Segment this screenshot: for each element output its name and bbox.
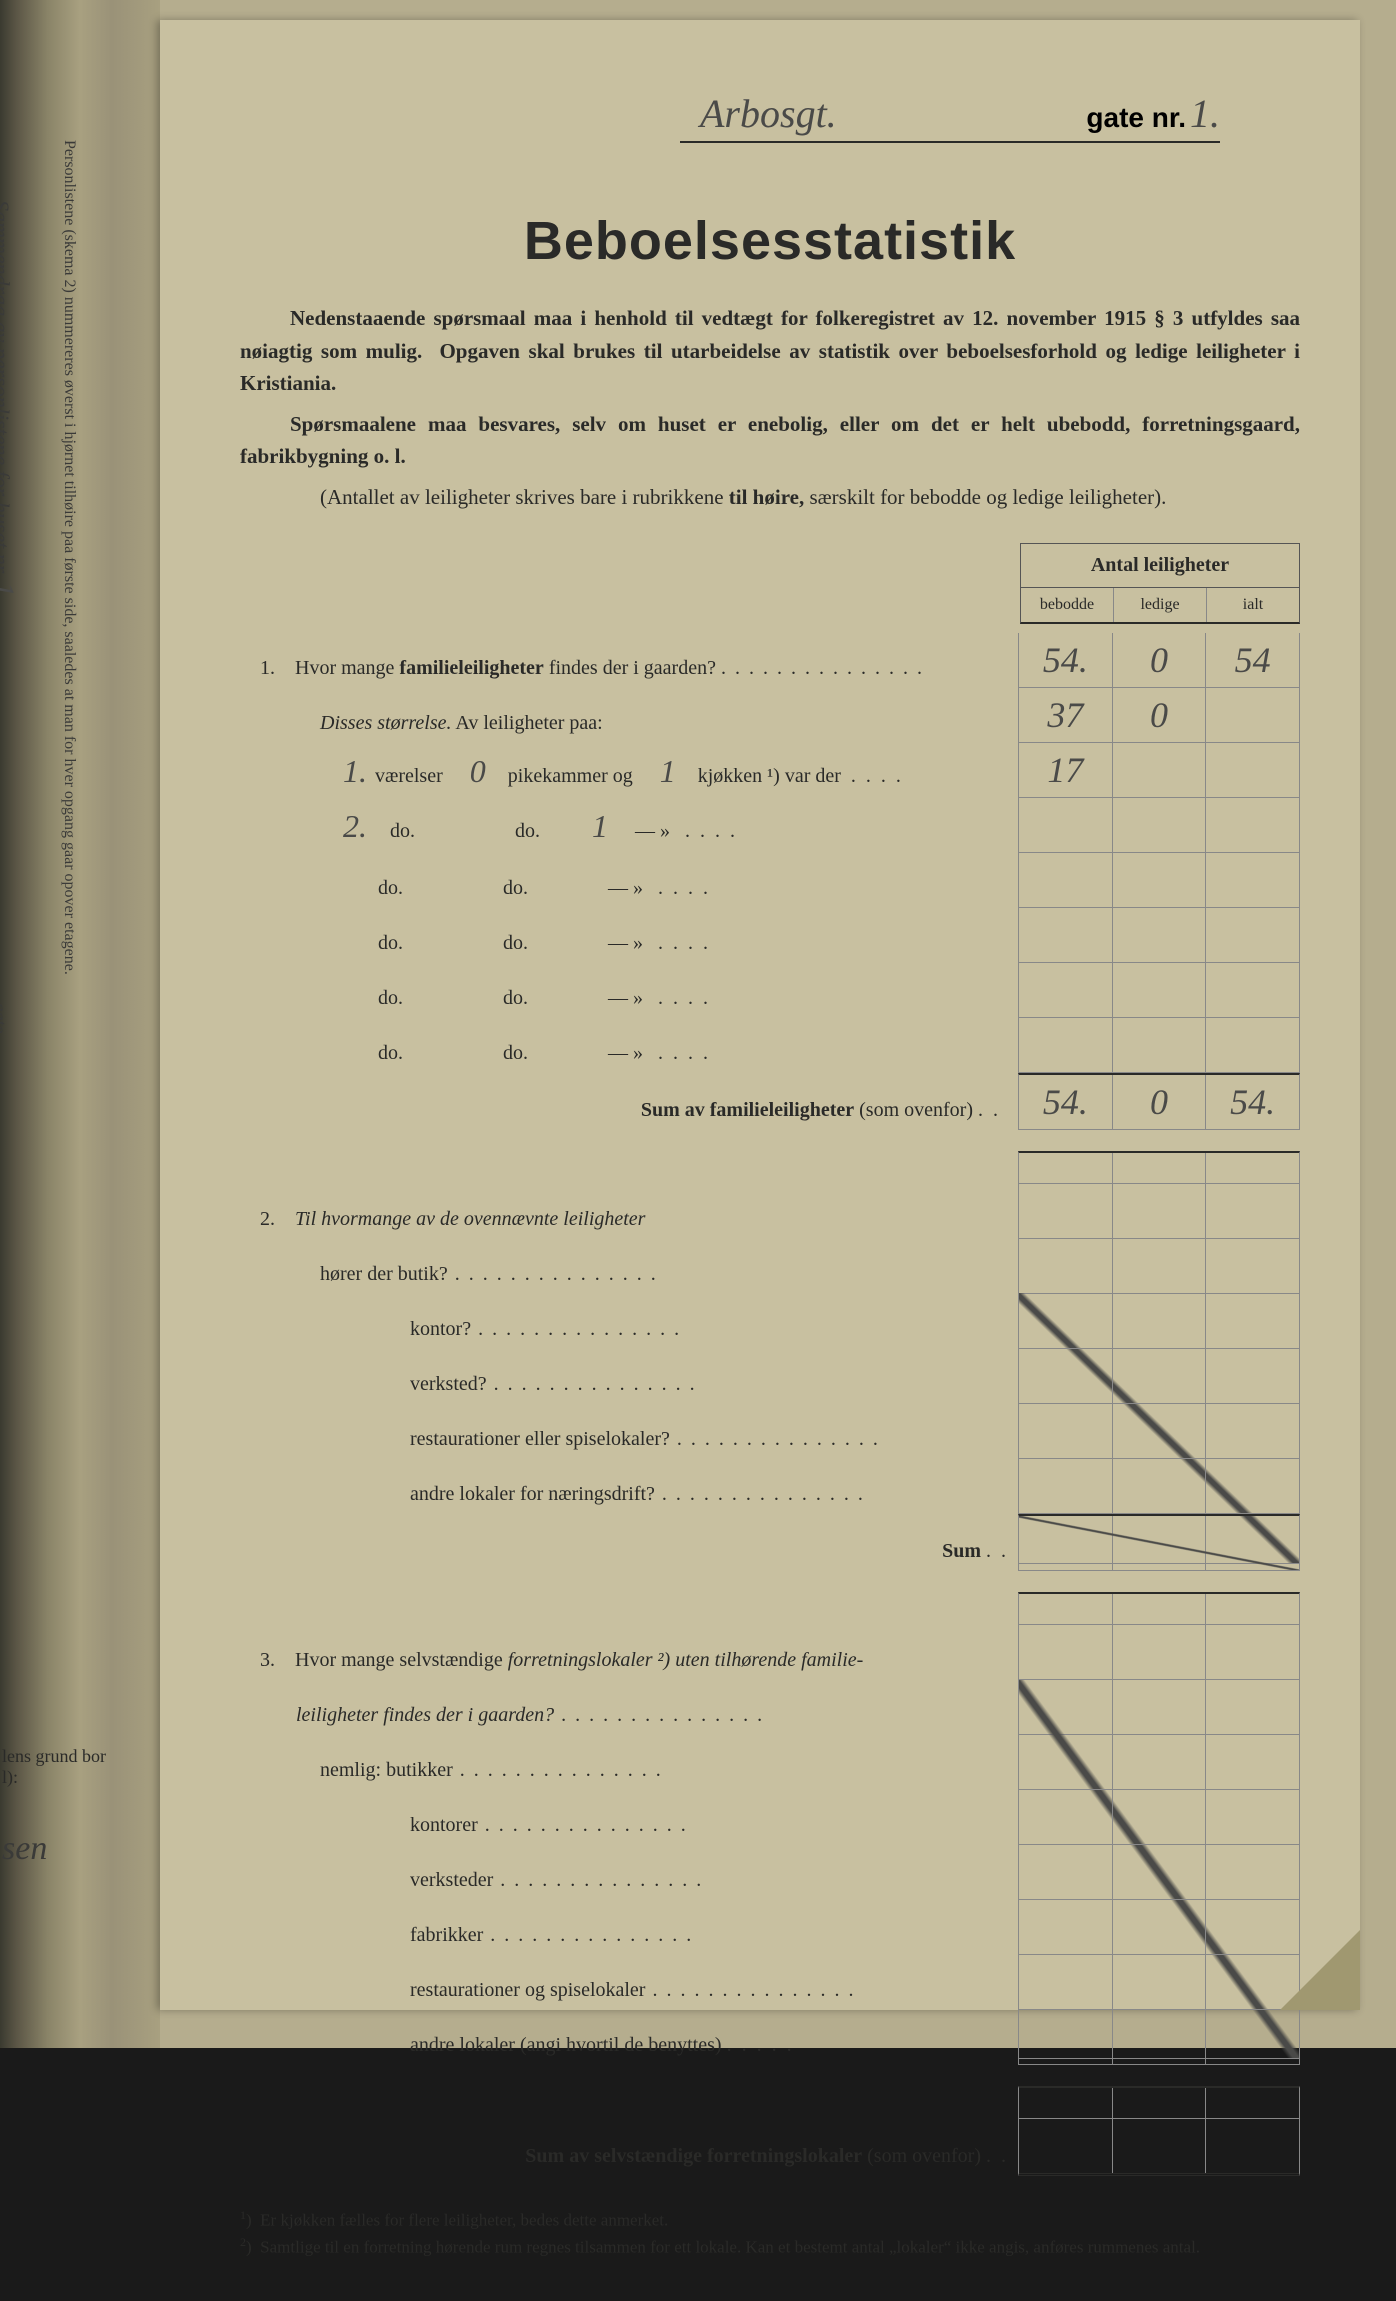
q3-num: 3. (260, 1649, 290, 1672)
q2-text: Til hvormange av de ovennævnte leilighet… (295, 1208, 645, 1230)
q2-row-3: restaurationer eller spiselokaler? (240, 1404, 1300, 1459)
left-frag-2: l): (2, 1767, 106, 1788)
th-ledige: ledige (1114, 588, 1207, 622)
q1-text-c: findes der i gaarden? (544, 657, 716, 679)
spacer (240, 1130, 1300, 1184)
spine-line2: Personlistene (skema 2) nummereres øvers… (61, 140, 78, 975)
footnote-1: 1) Er kjøkken fælles for flere leilighet… (240, 2206, 1300, 2233)
intro-p3: (Antallet av leiligheter skrives bare i … (240, 481, 1300, 514)
footnote-2: 2) Samtlige til en forretning hørende ru… (240, 2233, 1300, 2260)
page-title: Beboelsesstatistik (240, 210, 1300, 272)
q1-row-3: do. do. — » . . . . (240, 853, 1300, 908)
q1-row-6: do. do. — » . . . . (240, 1018, 1300, 1073)
q1-r1-ledige (1113, 743, 1207, 797)
q1-subtext: Av leiligheter paa: (455, 712, 602, 734)
book-wrapper: Sammendrag av personlistene for huset nr… (0, 0, 1396, 2048)
q1-ialt: 54 (1206, 633, 1299, 687)
q1-sum-row: Sum av familieleiligheter (som ovenfor) … (240, 1073, 1300, 1130)
gate-header-line: Arbosgt. gate nr. 1. (680, 90, 1220, 143)
q2-row-0: hører der butik? (240, 1239, 1300, 1294)
q1-row-1: 1. værelser 0 pikekammer og 1 kjøkken ¹)… (240, 743, 1300, 798)
th-subheaders: bebodde ledige ialt (1020, 587, 1300, 624)
q1-r0-ialt (1206, 688, 1299, 742)
q3-row-5: andre lokaler (angi hvortil de benyttes)… (240, 2010, 1300, 2065)
footnotes: 1) Er kjøkken fælles for flere leilighet… (240, 2206, 1300, 2260)
q1-row-4: do. do. — » . . . . (240, 908, 1300, 963)
spine-text-small: Personlistene (skema 2) nummereres øvers… (60, 140, 78, 1740)
q2-num: 2. (260, 1208, 290, 1231)
th-ialt: ialt (1207, 588, 1299, 622)
q3-row-4: restaurationer og spiselokaler (240, 1955, 1300, 2010)
q2-row-1: kontor? (240, 1294, 1300, 1349)
th-title: Antal leiligheter (1020, 543, 1300, 587)
q1-sum-ledige: 0 (1113, 1075, 1207, 1129)
q1-r1-ialt (1206, 743, 1299, 797)
q1-sum-bebodde: 54. (1019, 1075, 1113, 1129)
q1-main-row: 1. Hvor mange familieleiligheter findes … (240, 633, 1300, 688)
spine-text-main: Sammendrag av personlistene for huset nr… (0, 200, 20, 1800)
q1-bebodde: 54. (1019, 633, 1113, 687)
q1-sum-ialt: 54. (1206, 1075, 1299, 1129)
q2-sum-row: Sum . . (240, 1514, 1300, 1571)
main-page: Arbosgt. gate nr. 1. Beboelsesstatistik … (160, 20, 1360, 2010)
q2-row-2: verksted? (240, 1349, 1300, 1404)
gate-label: gate nr. (1086, 102, 1186, 133)
book-spine: Sammendrag av personlistene for huset nr… (0, 0, 160, 2048)
q1-text-a: Hvor mange (295, 657, 399, 679)
q3-row-2: verksteder (240, 1845, 1300, 1900)
q1-ledige: 0 (1113, 633, 1207, 687)
th-bebodde: bebodde (1021, 588, 1114, 622)
questions-area: Antal leiligheter bebodde ledige ialt 1.… (240, 543, 1300, 2176)
gate-number: 1. (1190, 91, 1220, 136)
q1-row-2: 2. do. do. 1 — » . . . . (240, 798, 1300, 853)
intro-p1: Nedenstaaende spørsmaal maa i henhold ti… (240, 302, 1300, 400)
q3-title-row2: leiligheter findes der i gaarden? (240, 1680, 1300, 1735)
corner-fold (1280, 1930, 1360, 2010)
q3-row-1: kontorer (240, 1790, 1300, 1845)
spacer3 (240, 2065, 1300, 2119)
q3-title-row1: 3. Hvor mange selvstændige forretningslo… (240, 1625, 1300, 1680)
q1-r0-bebodde: 37 (1019, 688, 1113, 742)
q3-sum-row: Sum av selvstændige forretningslokaler (… (240, 2119, 1300, 2176)
spacer2 (240, 1571, 1300, 1625)
left-handwriting: sen (2, 1830, 47, 1868)
q2-title-row: 2. Til hvormange av de ovennævnte leilig… (240, 1184, 1300, 1239)
q1-sublabel: Disses størrelse. (320, 712, 451, 734)
spine-line1: Sammendrag av personlistene for huset nr… (0, 200, 14, 576)
q2-row-4: andre lokaler for næringsdrift? (240, 1459, 1300, 1514)
q1-sublabel-row: Disses størrelse. Av leiligheter paa: 37… (240, 688, 1300, 743)
q3-row-0: nemlig: butikker (240, 1735, 1300, 1790)
q1-text-b: familieleiligheter (399, 657, 543, 679)
left-page-fragment: lens grund bor l): (2, 1746, 106, 1788)
q3-row-3: fabrikker (240, 1900, 1300, 1955)
q3-sum-label: Sum av selvstændige forretningslokaler (525, 2145, 862, 2167)
q1-r0-ledige: 0 (1113, 688, 1207, 742)
q1-num: 1. (260, 657, 290, 680)
q1-r1-bebodde: 17 (1019, 743, 1113, 797)
table-header: Antal leiligheter bebodde ledige ialt (1020, 543, 1300, 624)
street-handwritten: Arbosgt. (700, 90, 837, 137)
left-frag-1: lens grund bor (2, 1746, 106, 1767)
q1-sum-label: Sum av familieleiligheter (641, 1099, 854, 1121)
intro-p2: Spørsmaalene maa besvares, selv om huset… (240, 408, 1300, 473)
q1-row-5: do. do. — » . . . . (240, 963, 1300, 1018)
